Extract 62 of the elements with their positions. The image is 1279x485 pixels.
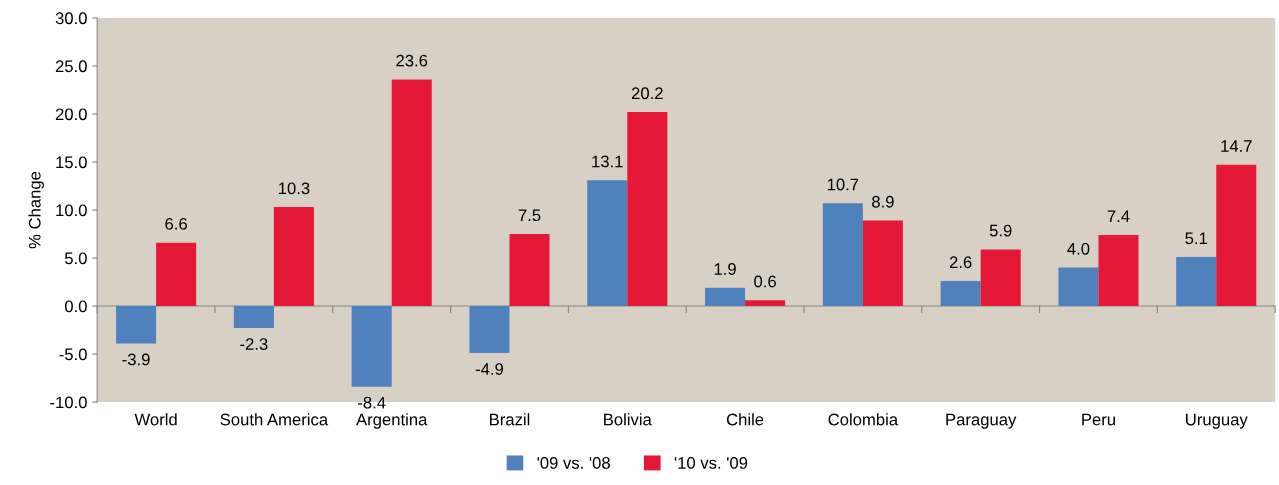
bar xyxy=(391,79,432,307)
bar xyxy=(940,281,981,307)
x-tick-label: Peru xyxy=(1082,413,1115,426)
data-label: -8.4 xyxy=(358,396,386,409)
x-tick-label: Paraguay xyxy=(946,413,1017,429)
x-tick-label: Argentina xyxy=(356,413,428,429)
y-tick-label: 20.0 xyxy=(55,108,87,121)
bar xyxy=(705,287,746,307)
bar xyxy=(233,306,274,329)
data-label: 23.6 xyxy=(396,54,428,67)
data-label: 14.7 xyxy=(1221,140,1252,152)
bar xyxy=(862,220,903,307)
x-tick-label: World xyxy=(134,413,177,426)
x-tick-label: Uruguay xyxy=(1186,413,1248,429)
data-label: 10.3 xyxy=(278,182,310,195)
legend-label: '09 vs. '08 xyxy=(537,457,610,469)
x-tick-label: Brazil xyxy=(490,413,530,426)
bar xyxy=(822,203,863,307)
bar xyxy=(1058,267,1099,307)
data-label: 7.4 xyxy=(1107,210,1130,222)
data-label: 20.2 xyxy=(631,87,663,100)
y-tick-label: 30.0 xyxy=(55,12,87,25)
data-label: -3.9 xyxy=(122,353,150,366)
bar xyxy=(116,306,157,344)
bar xyxy=(351,306,392,387)
bar xyxy=(745,300,786,307)
y-axis-title: % Change xyxy=(28,171,44,249)
y-tick-label: 0.0 xyxy=(64,300,87,313)
x-tick-label: Colombia xyxy=(828,413,899,426)
data-label: 1.9 xyxy=(714,263,736,275)
bar xyxy=(1176,257,1217,307)
bar xyxy=(627,112,668,307)
y-tick-label: 15.0 xyxy=(56,156,87,169)
data-label: 0.6 xyxy=(754,275,776,288)
y-tick-label: 5.0 xyxy=(64,252,87,265)
bar xyxy=(469,306,510,354)
y-tick-label: 10.0 xyxy=(56,204,87,217)
data-label: -4.9 xyxy=(475,363,504,375)
legend-label: '10 vs. '09 xyxy=(674,457,748,469)
x-tick-label: South America xyxy=(220,413,329,426)
x-tick-label: Chile xyxy=(726,413,764,426)
data-label: 6.6 xyxy=(165,217,187,230)
y-tick-label: 25.0 xyxy=(55,60,87,73)
bar xyxy=(1098,234,1139,307)
data-label: 5.9 xyxy=(989,224,1012,237)
data-label: 2.6 xyxy=(949,256,972,269)
bar xyxy=(1216,164,1257,307)
data-label: 7.5 xyxy=(518,209,541,222)
data-label: 13.1 xyxy=(592,155,623,168)
data-label: 8.9 xyxy=(872,195,894,208)
data-label: 4.0 xyxy=(1067,242,1090,255)
data-label: 5.1 xyxy=(1185,232,1208,245)
bar xyxy=(980,249,1021,307)
bar xyxy=(273,207,314,307)
data-label: -2.3 xyxy=(240,338,268,350)
bar xyxy=(156,242,197,307)
y-tick-label: -10.0 xyxy=(50,396,87,409)
bar xyxy=(587,180,628,307)
data-label: 10.7 xyxy=(827,178,859,191)
x-tick-label: Bolivia xyxy=(604,413,652,426)
y-tick-label: -5.0 xyxy=(59,348,87,361)
bar xyxy=(509,234,550,307)
